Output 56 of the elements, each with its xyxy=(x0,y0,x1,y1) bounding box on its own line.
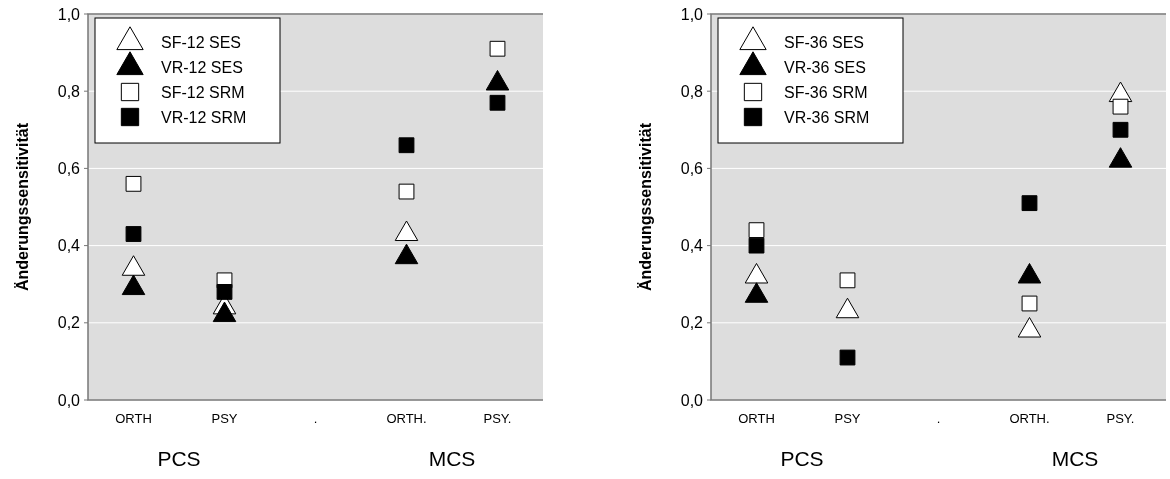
y-tick-label: 1,0 xyxy=(57,5,81,23)
point xyxy=(398,137,415,154)
point xyxy=(489,40,506,57)
legend-label: SF-12 SRM xyxy=(161,83,245,101)
point xyxy=(748,222,765,239)
point xyxy=(398,183,415,200)
point xyxy=(744,262,769,284)
point xyxy=(394,243,419,265)
point xyxy=(744,282,769,303)
x-tick-label: . xyxy=(936,411,941,426)
y-tick-label: 0,4 xyxy=(57,237,81,255)
y-tick-label: 0,8 xyxy=(57,82,81,100)
x-tick-label: ORTH. xyxy=(1009,411,1050,426)
x-tick-label: ORTH xyxy=(115,411,152,426)
x-tick-label: ORTH xyxy=(738,411,775,426)
legend-label: SF-36 SRM xyxy=(784,83,868,101)
x-tick-label: PSY xyxy=(211,411,238,426)
point xyxy=(835,297,860,319)
point xyxy=(394,220,419,242)
point xyxy=(121,255,146,276)
point xyxy=(1017,262,1042,284)
legend-label: VR-36 SRM xyxy=(784,108,870,126)
point xyxy=(1112,98,1129,115)
point xyxy=(1021,195,1038,212)
text: MCS xyxy=(428,447,476,470)
point xyxy=(1017,317,1042,338)
point xyxy=(125,175,142,192)
x-tick-label: PSY. xyxy=(1106,411,1135,426)
y-tick-label: 0,2 xyxy=(680,314,704,332)
y-tick-label: 0,2 xyxy=(57,314,81,332)
legend-label: VR-12 SES xyxy=(161,58,243,76)
y-axis-title: Änderungssensitivität xyxy=(14,122,31,292)
text: PCS xyxy=(157,447,201,470)
legend-label: VR-12 SRM xyxy=(161,108,247,126)
legend-label: SF-12 SES xyxy=(161,33,242,51)
text: PCS xyxy=(780,447,824,470)
y-tick-label: 0,0 xyxy=(680,391,704,409)
x-tick-label: ORTH. xyxy=(386,411,427,426)
point xyxy=(489,94,506,111)
x-tick-label: PSY. xyxy=(483,411,512,426)
point xyxy=(212,301,237,323)
y-tick-label: 0,4 xyxy=(680,237,704,255)
point xyxy=(121,274,146,296)
y-tick-label: 0,0 xyxy=(57,391,81,409)
x-tick-label: . xyxy=(313,411,318,426)
y-tick-label: 0,6 xyxy=(57,160,81,177)
legend-label: SF-36 SES xyxy=(784,33,865,51)
y-tick-label: 0,8 xyxy=(680,82,704,100)
legend-label: VR-36 SES xyxy=(784,58,866,76)
x-tick-label: PSY xyxy=(834,411,861,426)
text: MCS xyxy=(1051,447,1099,470)
point xyxy=(1112,121,1129,138)
y-axis-title: Änderungssensitivität xyxy=(637,122,654,292)
y-tick-label: 1,0 xyxy=(680,5,704,23)
y-tick-label: 0,6 xyxy=(680,160,704,177)
point xyxy=(748,237,765,254)
